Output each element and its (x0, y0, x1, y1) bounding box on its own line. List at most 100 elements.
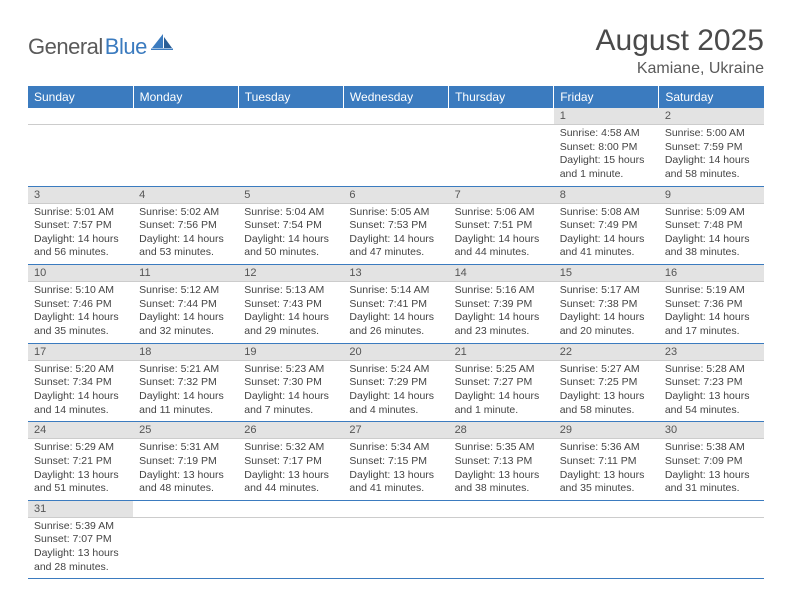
sunset-line: Sunset: 7:21 PM (34, 455, 127, 469)
sunrise-line: Sunrise: 5:38 AM (665, 441, 758, 455)
sunset-line: Sunset: 7:59 PM (665, 141, 758, 155)
location: Kamiane, Ukraine (596, 60, 764, 78)
daylight-line: Daylight: 14 hours and 20 minutes. (560, 311, 653, 338)
daylight-line: Daylight: 14 hours and 58 minutes. (665, 154, 758, 181)
daylight-line: Daylight: 14 hours and 17 minutes. (665, 311, 758, 338)
day-info-cell: Sunrise: 5:17 AMSunset: 7:38 PMDaylight:… (554, 282, 659, 344)
weekday-header: Monday (133, 86, 238, 108)
day-number-cell: 23 (659, 343, 764, 360)
day-info-cell: Sunrise: 5:39 AMSunset: 7:07 PMDaylight:… (28, 517, 133, 579)
sunrise-line: Sunrise: 5:01 AM (34, 206, 127, 220)
day-number-cell: 16 (659, 265, 764, 282)
sunrise-line: Sunrise: 5:31 AM (139, 441, 232, 455)
day-info-cell: Sunrise: 5:08 AMSunset: 7:49 PMDaylight:… (554, 203, 659, 265)
day-info-cell: Sunrise: 5:20 AMSunset: 7:34 PMDaylight:… (28, 360, 133, 422)
day-info-cell: Sunrise: 5:05 AMSunset: 7:53 PMDaylight:… (343, 203, 448, 265)
weekday-header: Thursday (449, 86, 554, 108)
sunrise-line: Sunrise: 5:14 AM (349, 284, 442, 298)
daylight-line: Daylight: 13 hours and 48 minutes. (139, 469, 232, 496)
day-number-cell: 15 (554, 265, 659, 282)
day-number-cell: 6 (343, 186, 448, 203)
day-info-cell: Sunrise: 5:09 AMSunset: 7:48 PMDaylight:… (659, 203, 764, 265)
day-number-cell: 26 (238, 422, 343, 439)
daylight-line: Daylight: 14 hours and 23 minutes. (455, 311, 548, 338)
day-info-cell: Sunrise: 5:34 AMSunset: 7:15 PMDaylight:… (343, 439, 448, 501)
sunset-line: Sunset: 7:53 PM (349, 219, 442, 233)
daylight-line: Daylight: 14 hours and 35 minutes. (34, 311, 127, 338)
day-info-row: Sunrise: 5:20 AMSunset: 7:34 PMDaylight:… (28, 360, 764, 422)
day-info-cell (449, 125, 554, 187)
day-info-cell: Sunrise: 5:25 AMSunset: 7:27 PMDaylight:… (449, 360, 554, 422)
daylight-line: Daylight: 14 hours and 44 minutes. (455, 233, 548, 260)
sunset-line: Sunset: 7:43 PM (244, 298, 337, 312)
sunset-line: Sunset: 7:56 PM (139, 219, 232, 233)
sunset-line: Sunset: 7:34 PM (34, 376, 127, 390)
day-info-cell (343, 125, 448, 187)
sunrise-line: Sunrise: 5:13 AM (244, 284, 337, 298)
day-number-cell: 4 (133, 186, 238, 203)
day-number-cell: 21 (449, 343, 554, 360)
daylight-line: Daylight: 13 hours and 44 minutes. (244, 469, 337, 496)
sunrise-line: Sunrise: 5:09 AM (665, 206, 758, 220)
daylight-line: Daylight: 13 hours and 58 minutes. (560, 390, 653, 417)
sunset-line: Sunset: 7:11 PM (560, 455, 653, 469)
daylight-line: Daylight: 14 hours and 14 minutes. (34, 390, 127, 417)
weekday-header: Friday (554, 86, 659, 108)
sunset-line: Sunset: 7:09 PM (665, 455, 758, 469)
day-number-cell (343, 500, 448, 517)
day-info-cell: Sunrise: 5:31 AMSunset: 7:19 PMDaylight:… (133, 439, 238, 501)
daylight-line: Daylight: 14 hours and 32 minutes. (139, 311, 232, 338)
sunrise-line: Sunrise: 4:58 AM (560, 127, 653, 141)
calendar-body: 12Sunrise: 4:58 AMSunset: 8:00 PMDayligh… (28, 108, 764, 579)
day-number-cell: 24 (28, 422, 133, 439)
daylight-line: Daylight: 14 hours and 38 minutes. (665, 233, 758, 260)
day-number-cell: 10 (28, 265, 133, 282)
daylight-line: Daylight: 14 hours and 29 minutes. (244, 311, 337, 338)
weekday-header: Saturday (659, 86, 764, 108)
day-number-cell: 27 (343, 422, 448, 439)
day-info-cell: Sunrise: 5:29 AMSunset: 7:21 PMDaylight:… (28, 439, 133, 501)
header: GeneralBlue August 2025 Kamiane, Ukraine (28, 24, 764, 78)
sunset-line: Sunset: 7:44 PM (139, 298, 232, 312)
daylight-line: Daylight: 13 hours and 51 minutes. (34, 469, 127, 496)
day-number-cell: 14 (449, 265, 554, 282)
sail-icon (151, 33, 173, 56)
day-info-cell (133, 125, 238, 187)
daylight-line: Daylight: 13 hours and 31 minutes. (665, 469, 758, 496)
day-number-cell: 12 (238, 265, 343, 282)
sunset-line: Sunset: 7:30 PM (244, 376, 337, 390)
sunrise-line: Sunrise: 5:16 AM (455, 284, 548, 298)
day-number-cell (554, 500, 659, 517)
calendar-table: SundayMondayTuesdayWednesdayThursdayFrid… (28, 86, 764, 579)
daylight-line: Daylight: 13 hours and 28 minutes. (34, 547, 127, 574)
day-number-cell: 29 (554, 422, 659, 439)
sunset-line: Sunset: 8:00 PM (560, 141, 653, 155)
sunset-line: Sunset: 7:17 PM (244, 455, 337, 469)
day-number-cell: 1 (554, 108, 659, 125)
day-number-cell: 13 (343, 265, 448, 282)
day-info-cell: Sunrise: 5:01 AMSunset: 7:57 PMDaylight:… (28, 203, 133, 265)
sunrise-line: Sunrise: 5:17 AM (560, 284, 653, 298)
sunrise-line: Sunrise: 5:29 AM (34, 441, 127, 455)
sunset-line: Sunset: 7:27 PM (455, 376, 548, 390)
day-number-cell (28, 108, 133, 125)
daylight-line: Daylight: 14 hours and 26 minutes. (349, 311, 442, 338)
day-number-cell (343, 108, 448, 125)
day-number-cell (133, 500, 238, 517)
day-info-row: Sunrise: 5:39 AMSunset: 7:07 PMDaylight:… (28, 517, 764, 579)
day-number-cell (449, 500, 554, 517)
day-info-cell: Sunrise: 5:16 AMSunset: 7:39 PMDaylight:… (449, 282, 554, 344)
day-info-row: Sunrise: 5:10 AMSunset: 7:46 PMDaylight:… (28, 282, 764, 344)
day-info-cell: Sunrise: 5:13 AMSunset: 7:43 PMDaylight:… (238, 282, 343, 344)
sunrise-line: Sunrise: 5:08 AM (560, 206, 653, 220)
daylight-line: Daylight: 13 hours and 38 minutes. (455, 469, 548, 496)
sunset-line: Sunset: 7:25 PM (560, 376, 653, 390)
day-number-row: 17181920212223 (28, 343, 764, 360)
sunset-line: Sunset: 7:41 PM (349, 298, 442, 312)
day-info-cell (238, 517, 343, 579)
title-block: August 2025 Kamiane, Ukraine (596, 24, 764, 78)
day-info-cell: Sunrise: 4:58 AMSunset: 8:00 PMDaylight:… (554, 125, 659, 187)
sunrise-line: Sunrise: 5:05 AM (349, 206, 442, 220)
day-info-cell (133, 517, 238, 579)
day-number-cell: 3 (28, 186, 133, 203)
